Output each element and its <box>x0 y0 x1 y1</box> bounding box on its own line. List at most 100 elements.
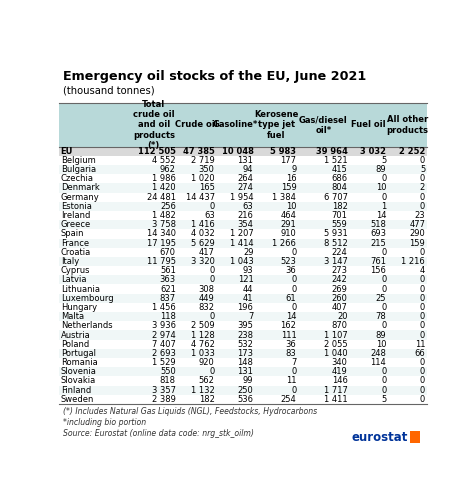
Text: 962: 962 <box>160 165 176 174</box>
Text: 1 384: 1 384 <box>273 193 296 202</box>
Text: 1 456: 1 456 <box>152 303 176 312</box>
Text: 1 420: 1 420 <box>152 183 176 193</box>
Text: 254: 254 <box>281 395 296 404</box>
Bar <box>59 156 427 165</box>
Text: (*) Includes Natural Gas Liquids (NGL), Feedstocks, Hydrocarbons: (*) Includes Natural Gas Liquids (NGL), … <box>63 407 317 416</box>
Text: 66: 66 <box>414 349 425 358</box>
Text: 10: 10 <box>376 183 386 193</box>
Text: Sweden: Sweden <box>61 395 94 404</box>
Text: eurostat: eurostat <box>352 431 408 444</box>
Text: 260: 260 <box>332 294 347 303</box>
Text: 5 983: 5 983 <box>270 147 296 156</box>
Text: 47 385: 47 385 <box>183 147 215 156</box>
Text: 0: 0 <box>420 358 425 367</box>
Text: 0: 0 <box>420 331 425 340</box>
Text: 417: 417 <box>199 248 215 257</box>
Text: Portugal: Portugal <box>61 349 96 358</box>
Text: (thousand tonnes): (thousand tonnes) <box>63 86 155 96</box>
Bar <box>59 367 427 376</box>
Text: 0: 0 <box>381 322 386 330</box>
Bar <box>59 220 427 229</box>
Text: 0: 0 <box>210 275 215 284</box>
Text: 518: 518 <box>371 220 386 229</box>
Text: 1 717: 1 717 <box>324 386 347 395</box>
Text: 121: 121 <box>237 275 254 284</box>
Bar <box>59 266 427 275</box>
Text: 16: 16 <box>286 174 296 183</box>
Text: Emergency oil stocks of the EU, June 2021: Emergency oil stocks of the EU, June 202… <box>63 70 366 83</box>
Text: 1 107: 1 107 <box>324 331 347 340</box>
Text: 0: 0 <box>420 174 425 183</box>
Text: 215: 215 <box>371 238 386 247</box>
Text: 242: 242 <box>332 275 347 284</box>
Text: 14: 14 <box>376 211 386 220</box>
Text: 761: 761 <box>370 257 386 266</box>
Text: 1: 1 <box>381 202 386 211</box>
Text: 112 505: 112 505 <box>138 147 176 156</box>
Text: 3 357: 3 357 <box>152 386 176 395</box>
Text: 196: 196 <box>237 303 254 312</box>
Text: Ireland: Ireland <box>61 211 90 220</box>
Text: 3 758: 3 758 <box>152 220 176 229</box>
Text: 44: 44 <box>243 285 254 293</box>
Text: Romania: Romania <box>61 358 98 367</box>
Bar <box>59 211 427 220</box>
Text: 14: 14 <box>286 312 296 321</box>
Text: Italy: Italy <box>61 257 79 266</box>
Text: 0: 0 <box>420 248 425 257</box>
Text: 41: 41 <box>243 294 254 303</box>
Text: 340: 340 <box>332 358 347 367</box>
Text: 156: 156 <box>371 266 386 275</box>
Text: 464: 464 <box>281 211 296 220</box>
Text: Denmark: Denmark <box>61 183 100 193</box>
Text: 94: 94 <box>243 165 254 174</box>
Text: 693: 693 <box>370 229 386 238</box>
Bar <box>59 321 427 331</box>
Text: 0: 0 <box>381 174 386 183</box>
Text: 1 416: 1 416 <box>191 220 215 229</box>
Text: 0: 0 <box>291 303 296 312</box>
Text: Finland: Finland <box>61 386 91 395</box>
Text: 5: 5 <box>381 395 386 404</box>
Text: 148: 148 <box>237 358 254 367</box>
Text: Hungary: Hungary <box>61 303 97 312</box>
Text: 7 407: 7 407 <box>152 340 176 349</box>
Text: Greece: Greece <box>61 220 91 229</box>
Text: Cyprus: Cyprus <box>61 266 90 275</box>
Text: 523: 523 <box>281 257 296 266</box>
Text: 0: 0 <box>291 386 296 395</box>
Bar <box>59 257 427 266</box>
Bar <box>59 340 427 349</box>
Text: 0: 0 <box>381 285 386 293</box>
Text: 224: 224 <box>332 248 347 257</box>
Text: Spain: Spain <box>61 229 84 238</box>
Text: 449: 449 <box>199 294 215 303</box>
Bar <box>59 349 427 358</box>
Text: 0: 0 <box>210 312 215 321</box>
Text: 182: 182 <box>199 395 215 404</box>
Bar <box>59 331 427 340</box>
Text: 1 521: 1 521 <box>324 156 347 165</box>
Text: 10 048: 10 048 <box>221 147 254 156</box>
Text: All other
products: All other products <box>386 115 428 135</box>
Text: 159: 159 <box>281 183 296 193</box>
Text: 419: 419 <box>332 367 347 376</box>
Text: 5 931: 5 931 <box>324 229 347 238</box>
Text: 1 132: 1 132 <box>191 386 215 395</box>
Text: 5: 5 <box>420 165 425 174</box>
Text: 23: 23 <box>414 211 425 220</box>
Text: 0: 0 <box>381 193 386 202</box>
Text: 561: 561 <box>160 266 176 275</box>
Text: 0: 0 <box>420 285 425 293</box>
Text: 269: 269 <box>332 285 347 293</box>
Bar <box>59 376 427 386</box>
Text: 238: 238 <box>237 331 254 340</box>
Text: Slovakia: Slovakia <box>61 376 96 386</box>
Text: 99: 99 <box>243 376 254 386</box>
Text: 131: 131 <box>237 156 254 165</box>
Text: 0: 0 <box>291 367 296 376</box>
Bar <box>59 284 427 294</box>
Text: 415: 415 <box>332 165 347 174</box>
Text: France: France <box>61 238 89 247</box>
Text: 3 936: 3 936 <box>152 322 176 330</box>
